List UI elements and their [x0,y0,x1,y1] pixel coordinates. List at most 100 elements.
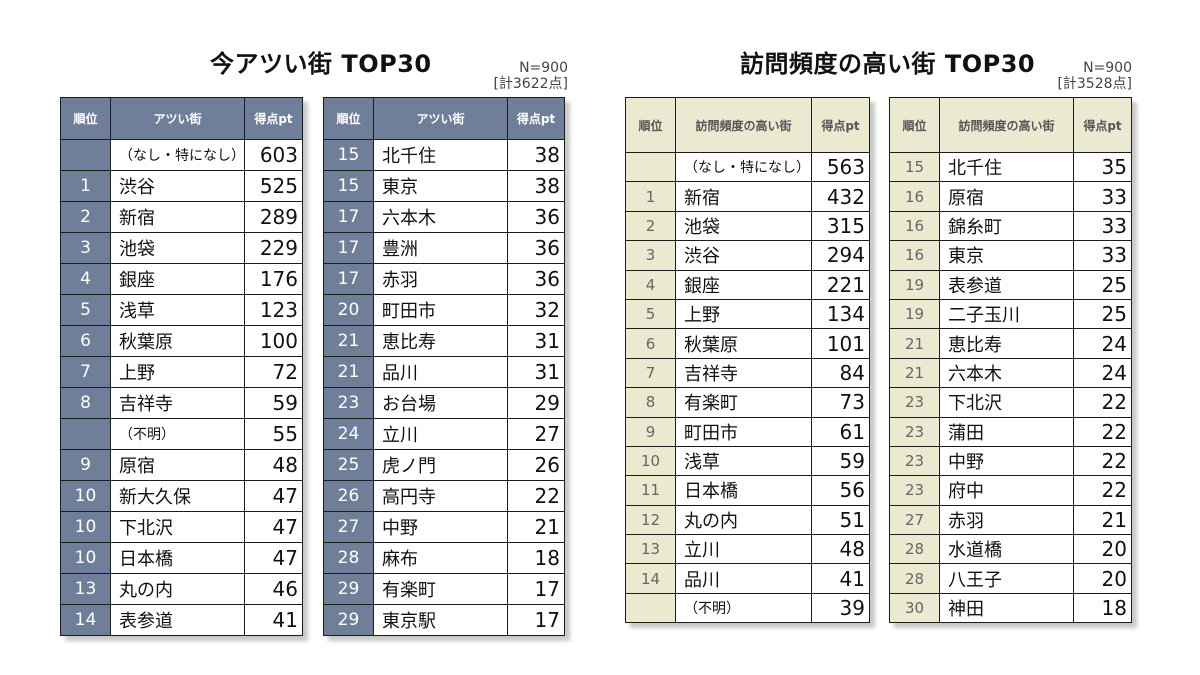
rank-cell: 13 [625,534,676,565]
rank-header: 順位 [889,97,940,153]
town-name-cell: 豊洲 [373,232,508,264]
table-row: 1 渋谷 525 [60,170,303,202]
table-row: 23 下北沢 22 [889,387,1132,418]
rank-cell: 16 [889,210,940,242]
points-header: 得点pt [507,97,565,140]
town-name-cell: 中野 [939,445,1074,477]
points-cell: 38 [507,170,565,202]
rank-cell: 28 [323,542,374,574]
town-name-cell: 蒲田 [939,416,1074,447]
table-row: 21 恵比寿 24 [889,328,1132,359]
rank-cell: 3 [625,240,676,271]
points-cell: 432 [811,181,870,212]
town-name-cell: 有楽町 [675,387,812,418]
rank-cell: 23 [323,387,374,419]
table-row: 12 丸の内 51 [625,504,870,536]
rank-cell: 14 [60,604,111,636]
points-cell: 17 [507,573,565,605]
rank-cell [60,418,111,450]
points-cell: 84 [811,357,870,389]
town-name-cell: 北千住 [373,139,508,171]
table-row: 3 池袋 229 [60,232,303,264]
town-header: アツい街 [373,97,508,140]
table-row: 17 赤羽 36 [323,263,565,295]
hot-towns-sample-note: N=900 [計3622点] [478,60,568,92]
table-row: 27 赤羽 21 [889,504,1132,536]
points-header: 得点pt [244,97,303,140]
table-row: 13 立川 48 [625,534,870,565]
town-name-cell: 新宿 [675,181,812,212]
table-row: 16 東京 33 [889,240,1132,271]
table-row: 20 町田市 32 [323,294,565,326]
points-cell: 31 [507,325,565,357]
rank-cell: 21 [323,325,374,357]
town-name-cell: 吉祥寺 [675,357,812,389]
points-cell: 24 [1073,357,1132,389]
table-row: 7 吉祥寺 84 [625,357,870,389]
points-cell: 21 [1073,504,1132,536]
table-row: 6 秋葉原 101 [625,328,870,359]
hot-towns-table-2: 順位 アツい街 得点pt 15 北千住 38 15 東京 38 17 六本木 36 17 豊洲 36 1… [323,97,565,636]
points-header: 得点pt [1073,97,1132,153]
points-cell: 36 [507,201,565,233]
frequent-towns-title: 訪問頻度の高い街 TOP30 [740,50,1036,78]
table-row: 16 錦糸町 33 [889,210,1132,242]
rank-cell: 7 [60,356,111,388]
points-cell: 51 [811,504,870,536]
town-name-cell: 恵比寿 [939,328,1074,359]
frequent-towns-table-2: 順位 訪問頻度の高い街 得点pt 15 北千住 35 16 原宿 33 16 錦糸町 33 16 東… [889,97,1132,624]
town-name-cell: 丸の内 [110,573,245,605]
town-name-cell: 品川 [675,563,812,594]
points-cell: 59 [244,387,303,419]
points-cell: 20 [1073,534,1132,565]
points-cell: 36 [507,232,565,264]
points-cell: 24 [1073,328,1132,359]
rank-cell: 14 [625,563,676,594]
points-cell: 229 [244,232,303,264]
table-row: 19 二子玉川 25 [889,298,1132,330]
table-row: 2 新宿 289 [60,201,303,233]
table-row: （なし・特になし） 563 [625,151,870,183]
table-row: 29 有楽町 17 [323,573,565,605]
table-row: 2 池袋 315 [625,210,870,242]
rank-cell: 9 [60,449,111,481]
rank-cell: 1 [625,181,676,212]
town-name-cell: 八王子 [939,563,1074,594]
points-cell: 48 [811,534,870,565]
rank-cell: 6 [625,328,676,359]
rank-cell: 23 [889,387,940,418]
table-row: 17 六本木 36 [323,201,565,233]
points-cell: 294 [811,240,870,271]
rank-cell: 28 [889,563,940,594]
table-row: 3 渋谷 294 [625,240,870,271]
points-cell: 59 [811,445,870,477]
hot-towns-total: [計3622点] [493,76,568,92]
town-name-cell: 吉祥寺 [110,387,245,419]
rank-cell: 13 [60,573,111,605]
rank-cell: 19 [889,269,940,300]
rank-cell: 11 [625,475,676,506]
town-name-cell: 新宿 [110,201,245,233]
rank-cell: 15 [323,170,374,202]
rank-cell: 21 [323,356,374,388]
points-cell: 22 [507,480,565,512]
points-cell: 18 [507,542,565,574]
town-name-cell: 北千住 [939,151,1074,183]
table-row: 9 原宿 48 [60,449,303,481]
rank-cell: 1 [60,170,111,202]
town-name-cell: 中野 [373,511,508,543]
town-name-cell: 表参道 [939,269,1074,300]
town-name-cell: 浅草 [675,445,812,477]
table-row: 21 品川 31 [323,356,565,388]
points-cell: 603 [244,139,303,171]
town-name-cell: 渋谷 [110,170,245,202]
rank-cell: 4 [625,269,676,300]
rank-cell: 23 [889,445,940,477]
table-row: 8 吉祥寺 59 [60,387,303,419]
rank-cell: 30 [889,592,940,624]
points-cell: 525 [244,170,303,202]
rank-cell: 21 [889,328,940,359]
points-cell: 32 [507,294,565,326]
rank-cell: 28 [889,534,940,565]
frequent-towns-total: [計3528点] [1057,76,1132,92]
